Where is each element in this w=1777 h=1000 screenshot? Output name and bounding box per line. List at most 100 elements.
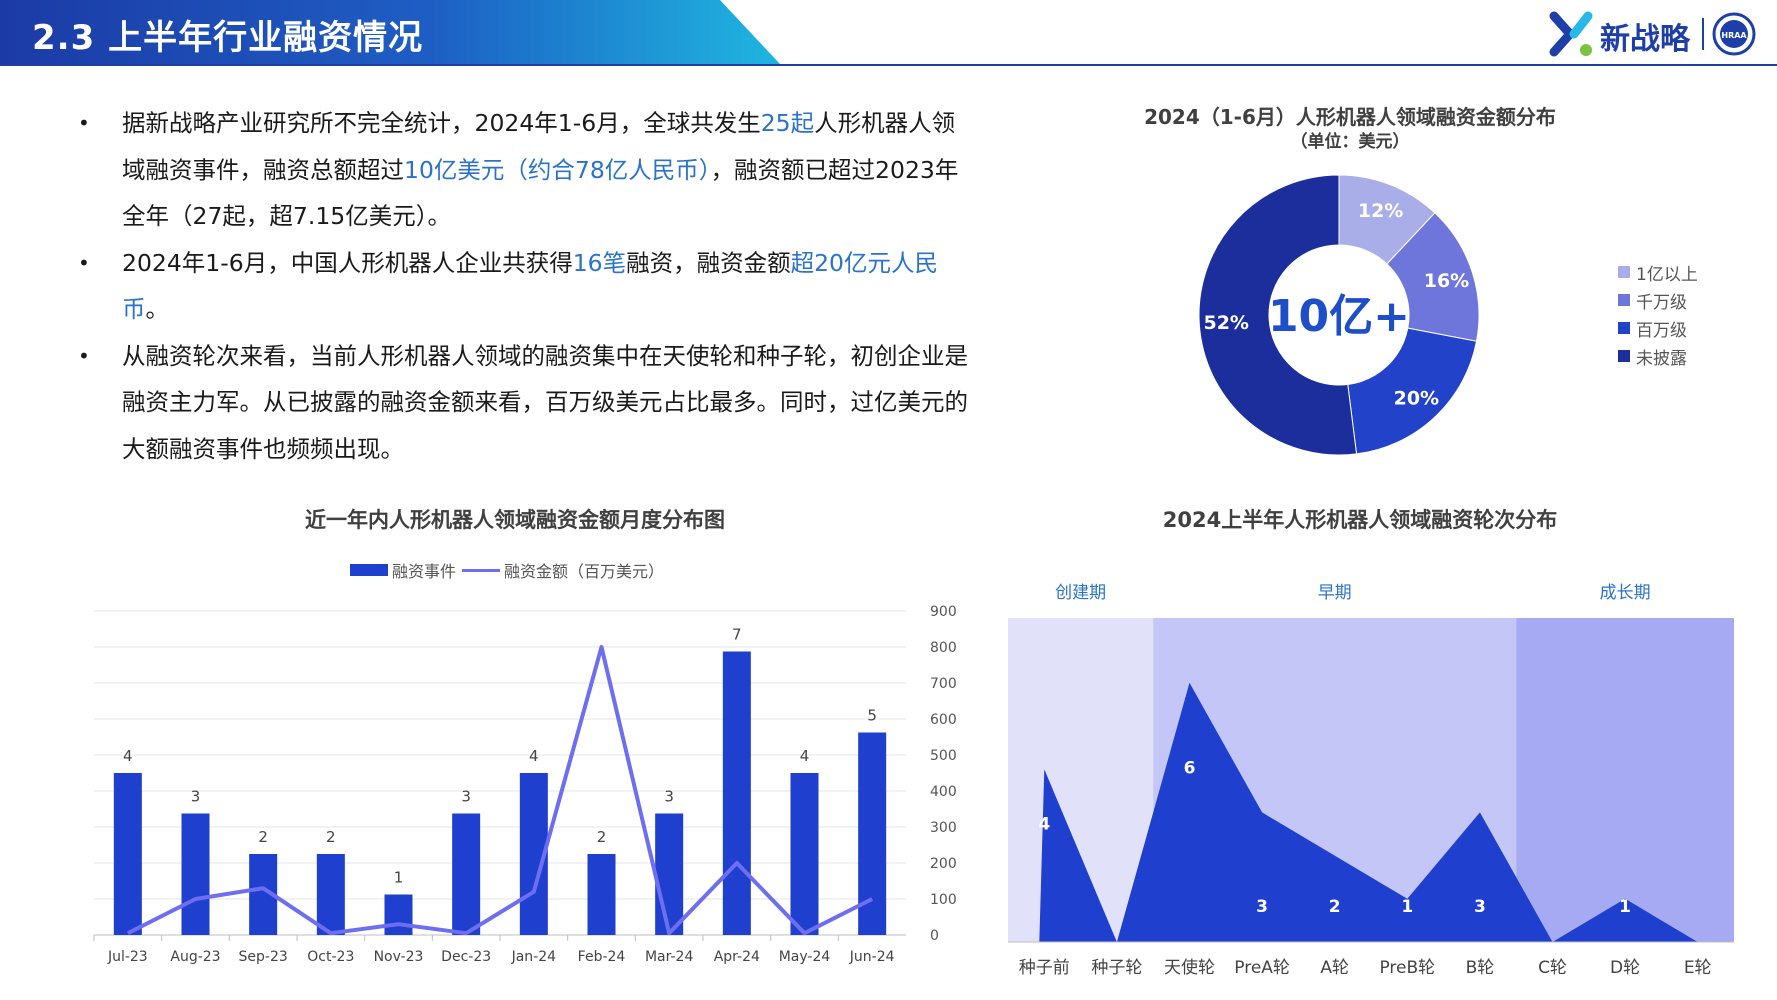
right-axis-tick-label: 300 [930,820,957,836]
right-axis-tick-label: 400 [930,784,957,800]
area-value-label: 1 [1619,897,1631,917]
x-tick-label: Aug-23 [170,949,220,965]
header-bar: 2.3 上半年行业融资情况 新战略 HRAA [0,0,1777,68]
legend-label-events: 融资事件 [392,562,457,581]
x-tick-label: Nov-23 [374,949,424,965]
donut-slice [1386,212,1480,342]
bar-value-label: 5 [867,707,877,725]
legend-label: 千万级 [1636,292,1687,313]
bar-value-label: 4 [529,747,539,765]
legend-label: 百万级 [1636,320,1687,341]
bullet-text: 融资，融资金额 [626,248,791,277]
right-axis-tick-label: 200 [930,856,957,872]
area-chart-title: 2024上半年人形机器人领域融资轮次分布 [1162,508,1558,532]
bar-value-label: 7 [732,626,742,644]
right-axis-tick-label: 600 [930,712,957,728]
highlight-text: 16笔 [572,248,627,277]
phase-band [1153,618,1517,942]
bar [249,854,278,935]
brand-mark-icon [1549,11,1593,57]
bar [181,813,210,935]
donut-slice [1347,327,1478,455]
bullet-item: 2024年1-6月，中国人形机器人企业共获得16笔融资，融资金额超20亿元人民币… [70,240,970,333]
phase-label: 早期 [1318,583,1352,603]
donut-center-label: 10亿+ [1268,291,1410,342]
x-tick-label: 种子轮 [1091,958,1142,978]
bar-value-label: 2 [326,828,336,846]
legend-item: 千万级 [1618,286,1698,314]
header-banner [0,0,780,64]
legend-item: 未披露 [1618,342,1698,370]
highlight-text: 超20亿元人民币 [122,248,939,324]
legend-label-amount: 融资金额（百万美元） [504,562,665,581]
bar [113,773,142,935]
x-tick-label: Oct-23 [307,949,354,965]
x-tick-label: Jan-24 [511,949,557,965]
x-tick-label: 天使轮 [1164,957,1215,978]
donut-slice [1338,174,1436,265]
brand-name: 新战略 [1600,22,1690,57]
bullet-text: 人形机器人领域融资事件，融资总额超过 [122,109,956,184]
bar [587,854,616,935]
donut-slice-label: 20% [1394,387,1439,409]
right-axis-tick-label: 700 [930,676,957,692]
phase-label: 创建期 [1055,583,1106,603]
highlight-text: 10亿美元（约合78亿人民币） [404,155,711,184]
bar-value-label: 4 [800,747,810,765]
highlight-text: 25起 [760,109,815,137]
donut-slice-label: 16% [1424,270,1469,292]
bullet-text: 。 [145,295,170,323]
phase-label: 成长期 [1600,583,1651,603]
bar-value-label: 2 [258,828,268,846]
bar-chart-legend: 融资事件 融资金额（百万美元） [350,558,664,582]
x-tick-label: 种子前 [1019,958,1070,978]
legend-swatch-events [350,564,388,576]
area-value-label: 6 [1184,759,1196,779]
bar [384,894,413,935]
bullet-text: 据新战略产业研究所不完全统计，2024年1-6月，全球共发生 [122,109,761,137]
x-tick-label: Dec-23 [441,949,491,965]
x-tick-label: Jul-23 [107,949,148,965]
x-tick-label: Apr-24 [714,949,760,965]
header-background [0,0,1777,66]
right-axis-tick-label: 900 [930,604,957,620]
x-tick-label: A轮 [1320,958,1349,978]
area-value-label: 1 [1401,897,1413,917]
amount-line [126,645,874,936]
legend-item: 百万级 [1618,314,1698,342]
donut-slice [1198,174,1358,456]
hraa-badge-icon: HRAA [1712,12,1756,56]
area-value-label: 4 [1038,815,1050,835]
phase-band [1008,618,1154,942]
bar [452,813,481,935]
bar-value-label: 1 [394,869,404,887]
x-tick-label: E轮 [1684,958,1712,978]
legend-item: 1亿以上 [1618,258,1698,286]
bullet-text: ，融资额已超过2023年全年（27起，超7.15亿美元）。 [122,155,959,231]
bar [722,651,751,935]
legend-label: 1亿以上 [1636,264,1698,285]
x-tick-label: Jun-24 [849,949,895,965]
area-value-label: 3 [1256,897,1268,917]
x-tick-label: May-24 [779,949,831,965]
page-title: 2.3 上半年行业融资情况 [32,18,424,58]
right-axis-tick-label: 0 [930,928,939,944]
x-tick-label: Feb-24 [578,949,626,965]
right-axis-tick-label: 800 [930,640,957,656]
x-tick-label: C轮 [1538,958,1567,978]
x-tick-label: B轮 [1466,958,1495,978]
bar [790,773,819,935]
bar [655,813,684,935]
x-tick-label: Mar-24 [645,949,693,965]
area-value-label: 3 [1474,897,1486,917]
summary-bullets: 据新战略产业研究所不完全统计，2024年1-6月，全球共发生25起人形机器人领域… [70,100,970,472]
right-axis-tick-label: 500 [930,748,957,764]
bar-chart-title: 近一年内人形机器人领域融资金额月度分布图 [305,508,725,532]
donut-slice-label: 52% [1203,312,1248,334]
donut-slice-label: 12% [1358,200,1403,222]
x-tick-label: PreA轮 [1234,958,1290,978]
legend-swatch [1618,350,1630,362]
legend-swatch [1618,294,1630,306]
donut-legend: 1亿以上千万级百万级 未披露 [1618,258,1698,370]
rounds-area [1039,682,1703,942]
